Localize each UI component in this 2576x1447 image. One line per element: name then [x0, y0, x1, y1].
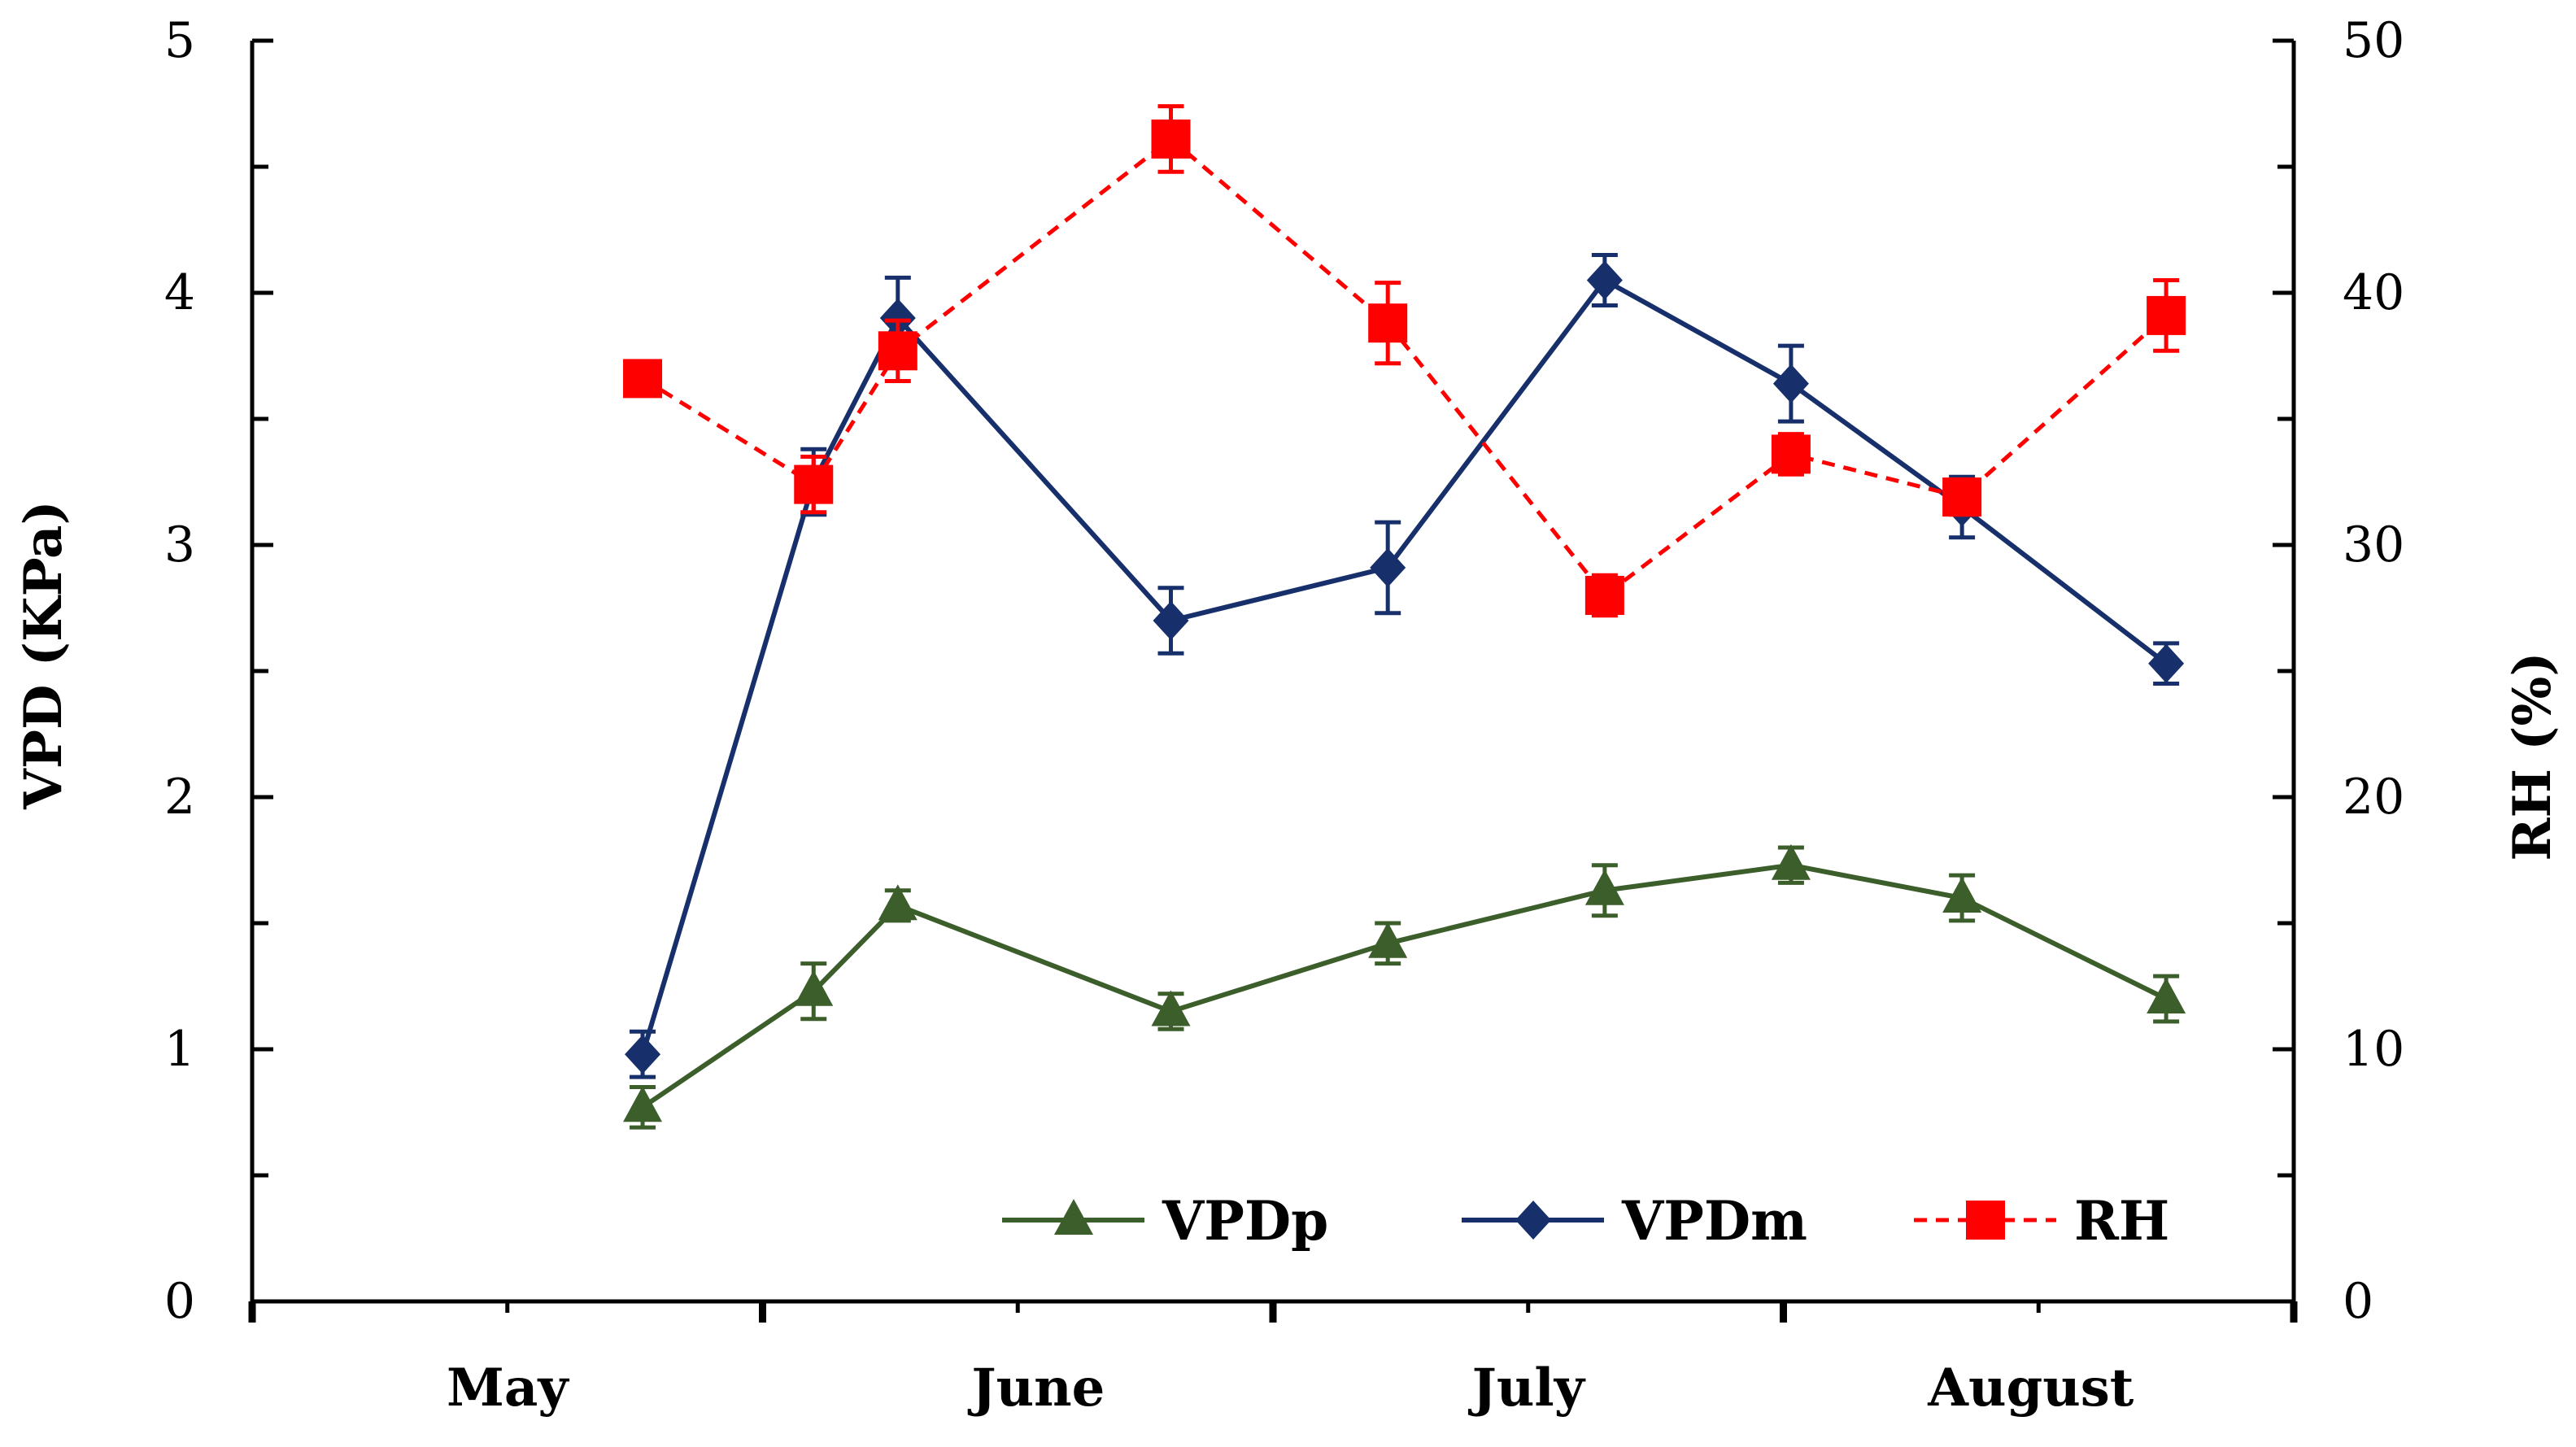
data-point-VPDm [625, 1035, 661, 1074]
y2-tick-label: 10 [2343, 1021, 2404, 1078]
legend-marker [1054, 1199, 1093, 1235]
data-point-RH [878, 331, 918, 371]
data-point-VPDp [794, 970, 834, 1006]
y2-tick-label: 0 [2343, 1273, 2373, 1330]
data-point-VPDm [2148, 643, 2185, 683]
month-label: August [1927, 1358, 2134, 1419]
legend-marker [1515, 1201, 1551, 1240]
data-point-VPDp [878, 884, 918, 921]
legend-label: VPDp [1162, 1189, 1328, 1253]
series-VPDp [623, 843, 2186, 1130]
y-axis-title: VPD (KPa) [13, 500, 74, 810]
legend: VPDp VPDm RH [1002, 1189, 2169, 1253]
data-point-RH [794, 464, 834, 504]
data-point-VPDp [1942, 877, 1982, 913]
data-point-VPDm [1153, 601, 1189, 640]
y-tick-label: 2 [164, 769, 195, 826]
y2-axis-title: RH (%) [2502, 652, 2563, 861]
month-label: June [967, 1358, 1105, 1419]
y2-tick-label: 20 [2343, 769, 2404, 826]
y-tick-label: 0 [164, 1273, 195, 1330]
series-RH [623, 104, 2186, 618]
data-point-VPDp [1151, 990, 1191, 1026]
y-tick-label: 3 [164, 516, 195, 573]
y-tick-label: 4 [164, 264, 195, 321]
data-point-VPDp [1368, 922, 1408, 958]
y2-tick-label: 50 [2343, 12, 2404, 69]
data-point-VPDp [2147, 978, 2186, 1013]
series [623, 104, 2186, 1130]
y-tick-label: 1 [164, 1021, 195, 1078]
month-label: July [1468, 1358, 1586, 1419]
legend-marker [1966, 1201, 2005, 1240]
axes [248, 38, 2298, 1323]
legend-item-RH: RH [1914, 1189, 2169, 1253]
data-point-VPDm [1370, 547, 1406, 587]
legend-label: VPDm [1621, 1189, 1807, 1253]
legend-item-VPDm: VPDm [1462, 1189, 1807, 1253]
data-point-RH [2147, 295, 2186, 335]
month-label: May [447, 1358, 569, 1419]
data-point-VPDp [1771, 843, 1811, 880]
y2-tick-label: 30 [2343, 516, 2404, 573]
y-tick-label: 5 [164, 12, 195, 69]
y2-tick-label: 40 [2343, 264, 2404, 321]
legend-label: RH [2074, 1189, 2169, 1253]
data-point-VPDp [623, 1086, 663, 1122]
data-point-RH [1584, 576, 1624, 615]
data-point-VPDm [1772, 364, 1809, 403]
series-line-VPDp [641, 862, 2168, 1109]
data-point-RH [1368, 303, 1408, 343]
data-point-VPDm [879, 299, 916, 338]
legend-item-VPDp: VPDp [1002, 1189, 1328, 1253]
data-point-RH [623, 359, 663, 399]
data-point-VPDm [1586, 260, 1623, 300]
data-point-RH [1771, 434, 1811, 474]
data-point-RH [1942, 477, 1982, 517]
data-point-VPDp [1584, 869, 1624, 905]
data-point-RH [1151, 119, 1191, 159]
